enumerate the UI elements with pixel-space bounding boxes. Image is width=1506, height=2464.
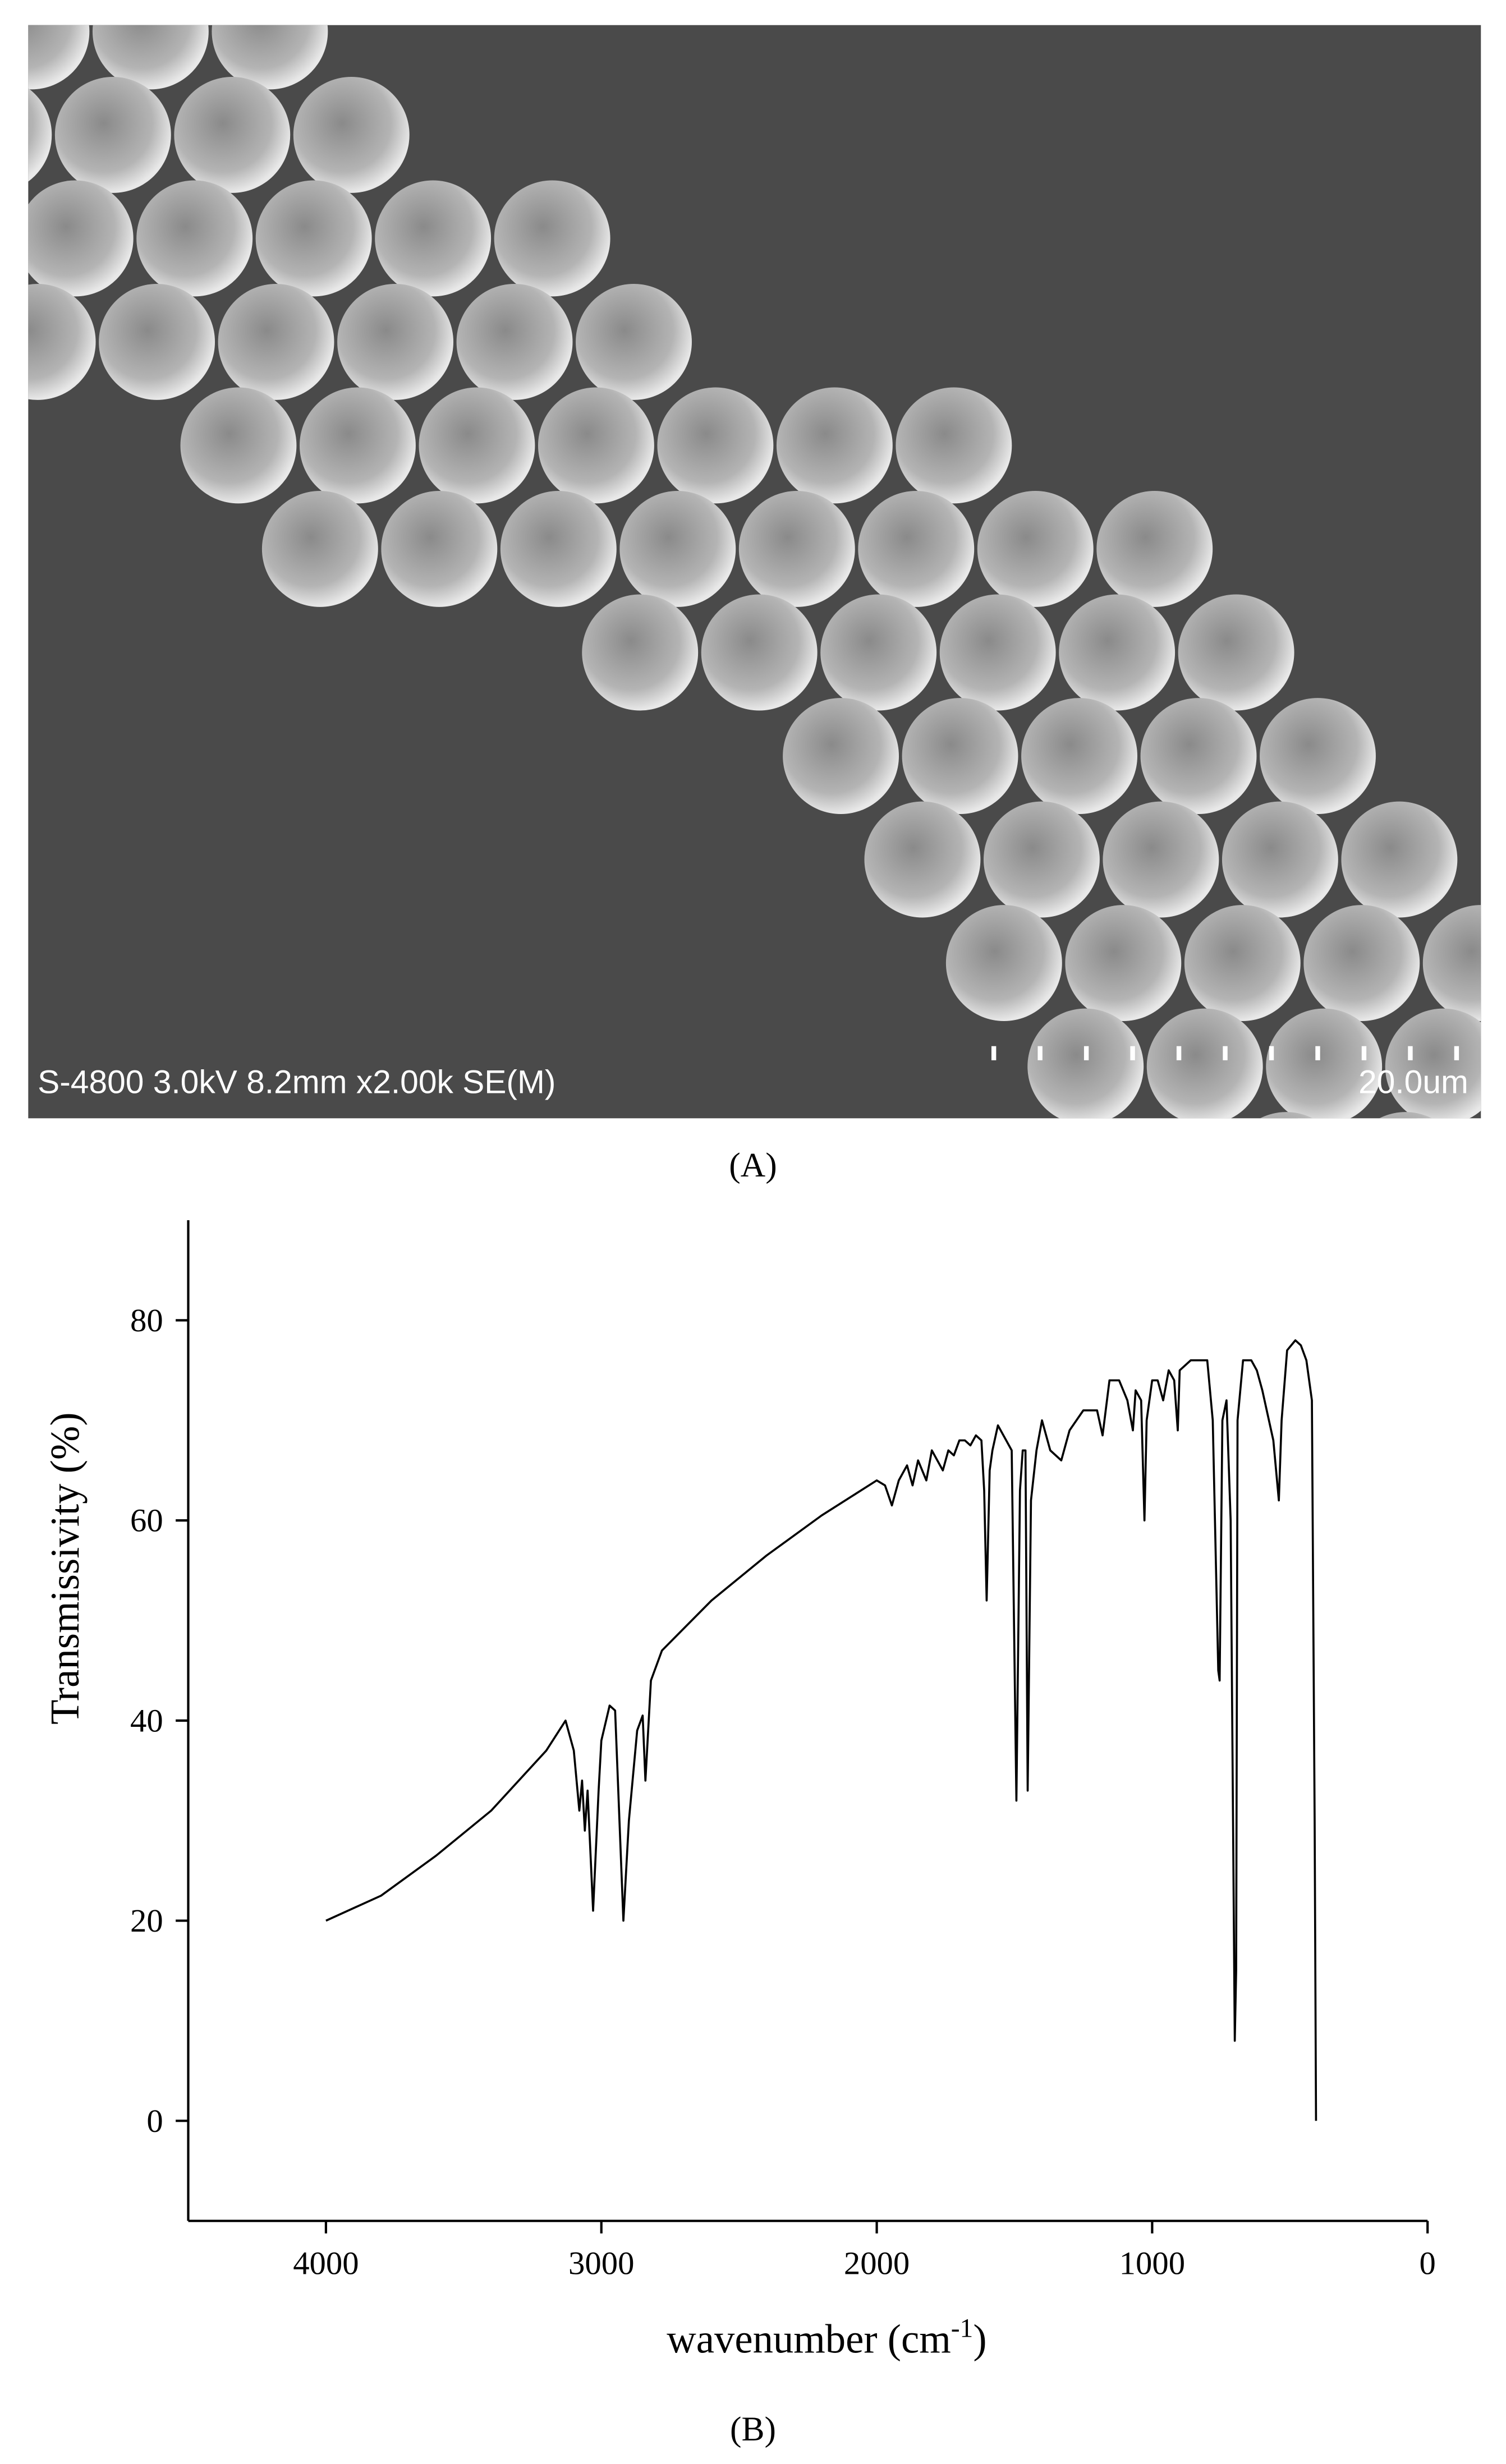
sem-sphere [1146, 1008, 1263, 1119]
sem-sphere [456, 284, 573, 400]
sem-sphere [300, 387, 416, 504]
sem-sphere [28, 180, 134, 297]
sem-sphere [92, 25, 209, 90]
sem-sphere [1467, 1112, 1506, 1228]
scale-tick [1130, 1046, 1135, 1060]
x-tick-label: 3000 [568, 2245, 634, 2282]
x-tick-label: 2000 [844, 2245, 910, 2282]
sem-sphere [28, 25, 90, 90]
sem-sphere [255, 180, 372, 297]
sem-sphere [28, 284, 96, 400]
scale-tick [1315, 1046, 1320, 1060]
sem-sphere [1422, 905, 1481, 1021]
sem-sphere [1021, 698, 1137, 814]
sem-sphere [657, 387, 774, 504]
x-axis-label-main: wavenumber (cm [667, 2316, 951, 2362]
sem-sphere [212, 25, 328, 90]
y-tick-label: 80 [130, 1302, 163, 1339]
sem-sphere [1379, 1112, 1432, 1119]
sem-sphere [701, 594, 818, 711]
sem-sphere [218, 284, 334, 400]
sem-sphere [1140, 698, 1257, 814]
sem-sphere [783, 698, 899, 814]
sem-sphere [381, 491, 498, 607]
x-tick-label: 0 [1420, 2245, 1436, 2282]
sem-sphere [858, 491, 975, 607]
scale-tick [991, 1046, 997, 1060]
scale-tick [1223, 1046, 1228, 1060]
sem-sphere [820, 594, 937, 711]
sem-sphere [977, 491, 1094, 607]
sem-sphere [939, 594, 1056, 711]
sem-sphere [896, 387, 1012, 504]
scale-label: 20.0um [1358, 1064, 1468, 1101]
sem-sphere [180, 387, 297, 504]
y-axis-label: Transmissivity (%) [42, 1412, 88, 1725]
x-axis-label: wavenumber (cm-1) [667, 2314, 986, 2362]
sem-sphere [864, 801, 981, 918]
spectrum-line [325, 1339, 1317, 2121]
sem-sphere [576, 284, 692, 400]
y-tick-label: 60 [130, 1502, 163, 1539]
sem-sphere [738, 491, 855, 607]
sem-sphere [1260, 698, 1376, 814]
scale-tick [1361, 1046, 1367, 1060]
sem-sphere [1341, 801, 1458, 918]
sem-sphere [375, 180, 492, 297]
caption-a: (A) [729, 1146, 777, 1184]
sem-sphere [494, 180, 610, 297]
sem-sphere [28, 88, 52, 182]
sem-sphere [293, 76, 410, 193]
sem-sphere [1184, 905, 1301, 1021]
sem-info: S-4800 3.0kV 8.2mm x2.00k SE(M) [38, 1064, 555, 1101]
scale-tick [1408, 1046, 1413, 1060]
sem-sphere [1303, 905, 1420, 1021]
sem-sphere [902, 698, 1018, 814]
sem-sphere [54, 76, 171, 193]
sem-particles [28, 25, 1506, 1228]
sem-sphere [419, 387, 535, 504]
sem-sphere [1178, 594, 1294, 711]
sem-sphere [1385, 1008, 1481, 1119]
scale-tick [1454, 1046, 1459, 1060]
x-tick-label: 1000 [1119, 2245, 1185, 2282]
scale-tick [1176, 1046, 1182, 1060]
caption-b: (B) [730, 2410, 776, 2448]
sem-sphere [582, 594, 699, 711]
sem-sphere [538, 387, 654, 504]
scale-tick [1269, 1046, 1274, 1060]
sem-sphere [1260, 1112, 1313, 1119]
sem-sphere [1266, 1008, 1383, 1119]
sem-sphere [99, 284, 215, 400]
sem-sphere [619, 491, 736, 607]
sem-sphere [983, 801, 1100, 918]
y-tick-label: 20 [130, 1902, 163, 1939]
sem-sphere [1222, 801, 1338, 918]
sem-sphere [337, 284, 453, 400]
scale-bar [991, 1046, 1459, 1060]
sem-sphere [174, 76, 291, 193]
sem-sphere [1027, 1008, 1144, 1119]
sem-sphere [500, 491, 617, 607]
x-tick-label: 4000 [293, 2245, 359, 2282]
scale-tick [1037, 1046, 1043, 1060]
sem-sphere [136, 180, 253, 297]
sem-sphere [1096, 491, 1213, 607]
scale-tick [1083, 1046, 1089, 1060]
y-tick-label: 40 [130, 1702, 163, 1739]
y-tick-label: 0 [146, 2103, 163, 2139]
sem-sphere [945, 905, 1062, 1021]
sem-sphere [1059, 594, 1176, 711]
x-axis-label-sup: -1 [951, 2314, 974, 2343]
sem-sphere [1103, 801, 1219, 918]
x-axis-label-end: ) [973, 2316, 986, 2362]
sem-sphere [261, 491, 378, 607]
sem-sphere [776, 387, 893, 504]
sem-sphere [1065, 905, 1182, 1021]
